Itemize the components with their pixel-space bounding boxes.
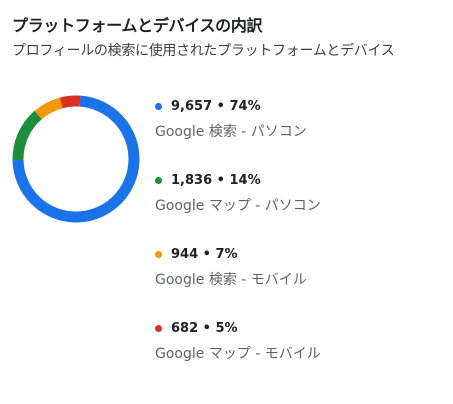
legend-item-maps-desktop: 1,836 • 14% Google マップ - パソコン (155, 169, 445, 243)
legend-value-maps-desktop: 1,836 • 14% (171, 172, 261, 188)
legend-item-maps-mobile: 682 • 5% Google マップ - モバイル (155, 317, 445, 391)
legend-label-maps-desktop: Google マップ - パソコン (155, 198, 321, 214)
legend-dot-search-mobile (155, 250, 162, 258)
legend-label-search-mobile: Google 検索 - モバイル (155, 272, 307, 288)
legend-value-search-mobile: 944 • 7% (171, 246, 238, 262)
legend-value-maps-mobile: 682 • 5% (171, 320, 238, 336)
donut-chart (12, 95, 140, 223)
legend-label-maps-mobile: Google マップ - モバイル (155, 346, 321, 362)
page-title: プラットフォームとデバイスの内訳 (12, 16, 263, 35)
donut-slice-search-desktop (12, 95, 140, 223)
donut-slice-maps-mobile (59, 95, 81, 109)
legend-item-search-desktop: 9,657 • 74% Google 検索 - パソコン (155, 95, 445, 169)
legend-label-search-desktop: Google 検索 - パソコン (155, 124, 307, 140)
chart-legend: 9,657 • 74% Google 検索 - パソコン 1,836 • 14%… (155, 95, 445, 391)
legend-dot-search-desktop (155, 102, 162, 110)
legend-item-search-mobile: 944 • 7% Google 検索 - モバイル (155, 243, 445, 317)
legend-value-search-desktop: 9,657 • 74% (171, 98, 261, 114)
legend-dot-maps-desktop (155, 176, 162, 184)
donut-slice-maps-desktop (12, 110, 42, 161)
page-subtitle: プロフィールの検索に使用されたプラットフォームとデバイス (12, 43, 395, 59)
donut-slice-search-mobile (34, 97, 63, 120)
legend-dot-maps-mobile (155, 324, 162, 332)
